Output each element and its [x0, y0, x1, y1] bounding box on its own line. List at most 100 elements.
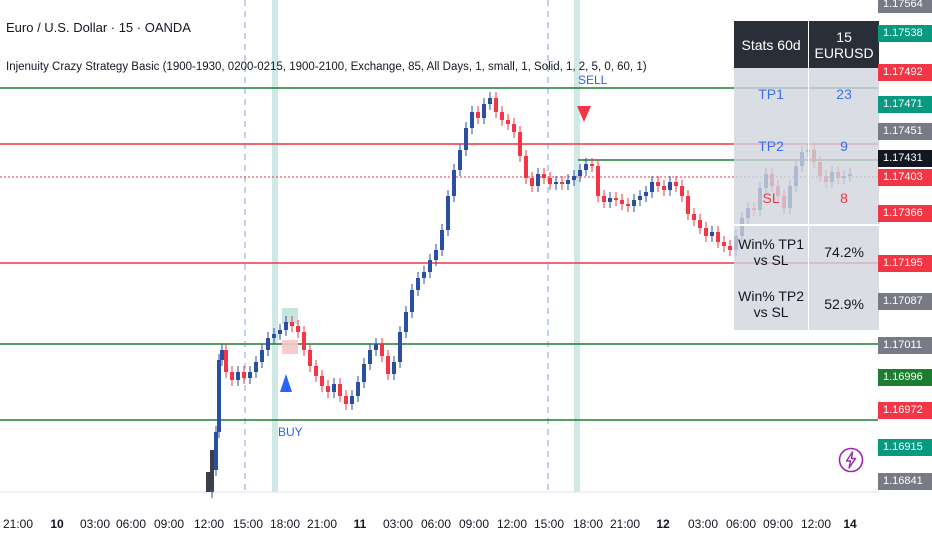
- candle-body: [524, 156, 528, 178]
- candle-body: [260, 350, 264, 362]
- candle-body: [214, 432, 218, 470]
- candle-body: [308, 350, 312, 366]
- stats-label-win-tp2: Win% TP2 vs SL: [734, 278, 810, 330]
- candle-body: [224, 350, 228, 372]
- stats-label-tp2: TP2: [734, 120, 810, 172]
- candle-body: [578, 170, 582, 176]
- candle-body: [220, 350, 224, 360]
- x-tick-label: 03:00: [80, 517, 110, 531]
- candle-body: [686, 196, 690, 214]
- candle-body: [632, 200, 636, 206]
- x-tick-label: 06:00: [421, 517, 451, 531]
- candle-body: [500, 112, 504, 120]
- candle-body: [320, 376, 324, 386]
- stats-row-win-tp1: Win% TP1 vs SL 74.2%: [734, 226, 879, 278]
- candle-body: [662, 186, 666, 190]
- candle-body: [476, 112, 480, 118]
- stats-value-win-tp1: 74.2%: [808, 226, 879, 278]
- candle-body: [614, 198, 618, 200]
- candle-body: [644, 192, 648, 196]
- candle-body: [560, 182, 564, 184]
- stats-value-win-tp2: 52.9%: [808, 278, 879, 330]
- symbol-title[interactable]: Euro / U.S. Dollar · 15 · OANDA: [6, 20, 191, 35]
- x-tick-label: 18:00: [573, 517, 603, 531]
- candle-body: [638, 196, 642, 200]
- candle-body: [272, 334, 276, 338]
- stats-value-tp1: 23: [808, 68, 879, 120]
- candle-body: [236, 372, 240, 380]
- stats-label-tp1: TP1: [734, 68, 810, 120]
- price-scale-label: 1.16841: [878, 473, 932, 490]
- candle-body: [710, 232, 714, 236]
- candle-body: [722, 242, 726, 246]
- stats-row-tp1: TP1 23: [734, 68, 879, 120]
- candle-body: [716, 232, 720, 242]
- x-tick-label: 14: [843, 517, 857, 531]
- price-scale-label: 1.16972: [878, 402, 932, 419]
- candle-body: [434, 250, 438, 260]
- candle-body: [356, 382, 360, 396]
- stats-row-win-tp2: Win% TP2 vs SL 52.9%: [734, 278, 879, 330]
- candle-body: [536, 174, 540, 186]
- candle-body: [452, 170, 456, 196]
- flash-icon[interactable]: [838, 447, 864, 473]
- price-scale-label: 1.17431: [878, 150, 932, 167]
- stats-header-left: Stats 60d: [734, 21, 810, 68]
- price-scale-label: 1.16996: [878, 369, 932, 386]
- stats-label-win-tp1: Win% TP1 vs SL: [734, 226, 810, 278]
- stats-header-row: Stats 60d 15 EURUSD: [734, 21, 879, 68]
- price-scale-label: 1.17451: [878, 123, 932, 140]
- x-tick-label: 15:00: [233, 517, 263, 531]
- price-scale-label: 1.17403: [878, 169, 932, 186]
- candle-body: [416, 278, 420, 290]
- candle-body: [392, 362, 396, 374]
- x-tick-label: 21:00: [3, 517, 33, 531]
- candle-body: [398, 332, 402, 362]
- candle-body: [590, 164, 594, 166]
- candle-body: [374, 344, 378, 350]
- candle-body: [542, 174, 546, 178]
- candle-body: [248, 372, 252, 378]
- candle-body: [680, 186, 684, 196]
- candle-body: [512, 124, 516, 132]
- price-scale-label: 1.17564: [878, 0, 932, 13]
- candle-body: [380, 344, 384, 356]
- candle-body: [464, 128, 468, 150]
- candle-body: [206, 472, 210, 492]
- candle-body: [650, 182, 654, 192]
- candle-body: [482, 104, 486, 118]
- price-scale-label: 1.17366: [878, 205, 932, 222]
- candle-body: [404, 312, 408, 332]
- x-tick-label: 12:00: [801, 517, 831, 531]
- candle-body: [488, 98, 492, 104]
- price-scale-label: 1.17492: [878, 64, 932, 81]
- indicator-legend[interactable]: Injenuity Crazy Strategy Basic (1900-193…: [6, 61, 647, 73]
- candle-body: [698, 220, 702, 228]
- x-tick-label: 09:00: [763, 517, 793, 531]
- candle-body: [602, 196, 606, 202]
- candle-body: [230, 372, 234, 380]
- sl-zone-box: [282, 340, 298, 354]
- candle-body: [584, 164, 588, 170]
- buy-arrow-icon: [280, 374, 292, 392]
- buy-signal-label: BUY: [278, 425, 303, 439]
- candle-body: [530, 178, 534, 186]
- candle-body: [368, 350, 372, 364]
- candle-body: [278, 330, 282, 334]
- candle-body: [422, 272, 426, 278]
- candle-body: [302, 332, 306, 350]
- candle-body: [344, 396, 348, 404]
- candle-body: [284, 322, 288, 330]
- candle-body: [704, 228, 708, 236]
- price-scale-label: 1.17011: [878, 337, 932, 354]
- x-tick-label: 03:00: [383, 517, 413, 531]
- price-scale-label: 1.17087: [878, 293, 932, 310]
- x-tick-label: 09:00: [459, 517, 489, 531]
- candle-body: [494, 98, 498, 112]
- candle-body: [254, 362, 258, 372]
- stats-row-tp2: TP2 9: [734, 120, 879, 172]
- candle-body: [440, 230, 444, 250]
- sell-signal-label: SELL: [578, 73, 608, 87]
- candle-body: [428, 260, 432, 272]
